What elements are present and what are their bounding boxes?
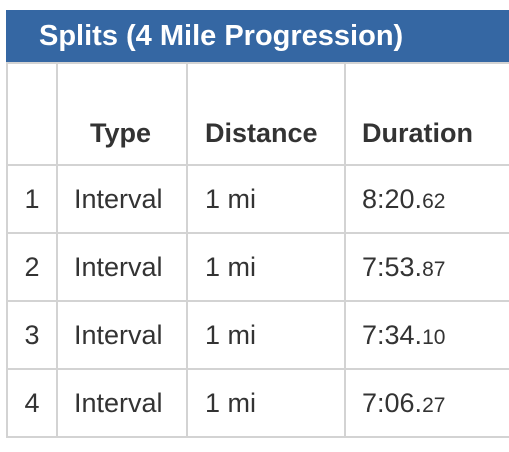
column-header-index xyxy=(6,62,58,166)
table-row: 1 Interval 1 mi 8:20.62 xyxy=(6,164,509,234)
split-duration: 7:34.10 xyxy=(344,300,509,370)
duration-hundredths: 10 xyxy=(422,325,446,349)
table-row: 3 Interval 1 mi 7:34.10 xyxy=(6,300,509,370)
panel-title: Splits (4 Mile Progression) xyxy=(6,10,509,62)
split-duration: 8:20.62 xyxy=(344,164,509,234)
split-distance: 1 mi xyxy=(186,164,346,234)
column-header-type: Type xyxy=(56,62,188,166)
table-header-row: Type Distance Duration xyxy=(6,62,509,166)
duration-hundredths: 87 xyxy=(422,257,446,281)
split-index: 3 xyxy=(6,300,58,370)
splits-table: Type Distance Duration 1 Interval 1 mi 8… xyxy=(6,62,509,438)
duration-main: 7:53. xyxy=(362,251,423,282)
split-type: Interval xyxy=(56,232,188,302)
split-duration: 7:06.27 xyxy=(344,368,509,438)
split-index: 1 xyxy=(6,164,58,234)
split-type: Interval xyxy=(56,164,188,234)
column-header-duration: Duration xyxy=(344,62,509,166)
duration-hundredths: 62 xyxy=(422,189,446,213)
table-row: 4 Interval 1 mi 7:06.27 xyxy=(6,368,509,438)
column-header-distance: Distance xyxy=(186,62,346,166)
split-type: Interval xyxy=(56,300,188,370)
duration-main: 8:20. xyxy=(362,183,423,214)
split-index: 2 xyxy=(6,232,58,302)
split-index: 4 xyxy=(6,368,58,438)
duration-main: 7:06. xyxy=(362,387,423,418)
table-row: 2 Interval 1 mi 7:53.87 xyxy=(6,232,509,302)
split-distance: 1 mi xyxy=(186,232,346,302)
duration-main: 7:34. xyxy=(362,319,423,350)
split-distance: 1 mi xyxy=(186,368,346,438)
split-type: Interval xyxy=(56,368,188,438)
split-distance: 1 mi xyxy=(186,300,346,370)
duration-hundredths: 27 xyxy=(422,393,446,417)
split-duration: 7:53.87 xyxy=(344,232,509,302)
